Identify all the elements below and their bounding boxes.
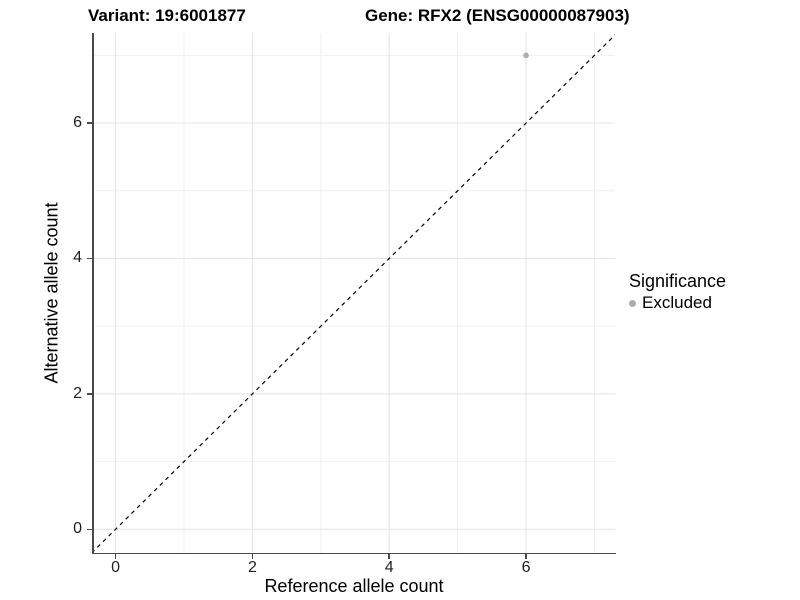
data-point <box>523 52 529 59</box>
y-tick-label: 0 <box>73 520 82 538</box>
x-axis-tick <box>388 554 390 559</box>
x-tick-label: 6 <box>521 559 531 576</box>
plot-title-variant: Variant: 19:6001877 <box>88 6 246 25</box>
x-axis-tick <box>114 554 117 559</box>
x-tick-label: 4 <box>384 559 394 576</box>
y-tick-label: 2 <box>73 384 82 402</box>
plot-panel <box>93 33 615 553</box>
y-axis-tick <box>87 122 92 124</box>
y-axis-line <box>92 33 94 554</box>
plot-canvas <box>93 33 615 553</box>
x-axis-tick <box>525 554 527 559</box>
plot-title-gene: Gene: RFX2 (ENSG00000087903) <box>365 6 630 25</box>
y-axis-tick <box>87 528 92 531</box>
y-tick-label: 4 <box>73 249 82 267</box>
legend: Significance Excluded <box>629 271 726 313</box>
x-axis-title: Reference allele count <box>264 576 444 596</box>
identity-line <box>93 34 615 553</box>
y-axis-tick <box>87 393 92 395</box>
legend-item-excluded: Excluded <box>629 293 726 313</box>
x-tick-label: 0 <box>111 559 121 576</box>
x-tick-label: 2 <box>247 559 257 576</box>
y-tick-label: 6 <box>73 114 82 132</box>
y-axis-tick <box>87 257 92 260</box>
x-axis-line <box>92 552 616 554</box>
y-axis-title: Alternative allele count <box>41 202 62 384</box>
legend-item-label: Excluded <box>642 293 712 312</box>
legend-title: Significance <box>629 271 727 291</box>
legend-point-icon <box>629 299 636 307</box>
x-axis-tick <box>251 554 254 559</box>
